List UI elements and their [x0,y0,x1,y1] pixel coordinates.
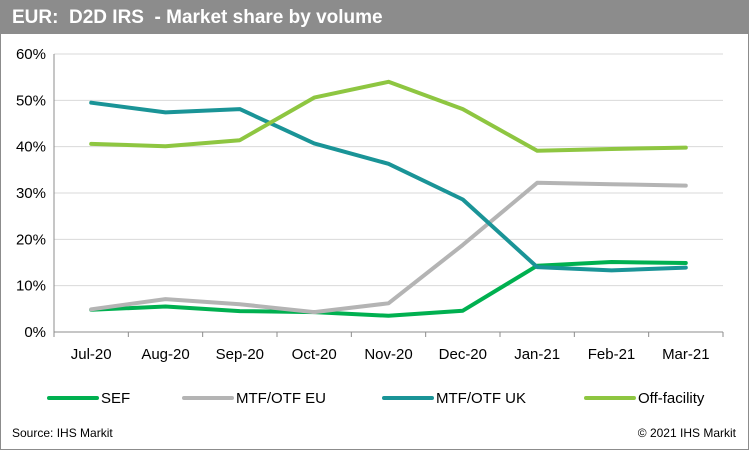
legend-label: MTF/OTF UK [436,390,526,407]
footer-copyright: © 2021 IHS Markit [637,426,736,440]
x-tick-label: Mar-21 [662,346,710,363]
footer-source: Source: IHS Markit [12,426,113,440]
title-bar: EUR: D2D IRS - Market share by volume [1,1,748,34]
x-tick-label: Jan-21 [514,346,560,363]
series-line-mtf-otf-uk [89,100,688,273]
x-tick-label: Sep-20 [216,346,264,363]
x-tick-label: Oct-20 [292,346,337,363]
y-tick-label: 30% [16,185,46,202]
x-tick-label: Feb-21 [588,346,636,363]
y-tick-label: 40% [16,139,46,156]
legend-label: Off-facility [638,390,705,407]
y-tick-label: 20% [16,231,46,248]
x-tick-label: Aug-20 [141,346,189,363]
x-tick-label: Jul-20 [71,346,112,363]
y-tick-label: 10% [16,278,46,295]
legend-label: MTF/OTF EU [236,390,326,407]
x-tick-label: Dec-20 [439,346,487,363]
chart-title: EUR: D2D IRS - Market share by volume [12,7,383,28]
series-line-mtf-otf-eu [89,180,688,315]
x-tick-label: Nov-20 [364,346,412,363]
series-line-sef [89,260,688,318]
y-tick-label: 50% [16,92,46,109]
legend-label: SEF [101,390,130,407]
y-tick-label: 60% [16,46,46,63]
series-line-off-facility [89,79,688,153]
y-tick-label: 0% [24,324,46,341]
